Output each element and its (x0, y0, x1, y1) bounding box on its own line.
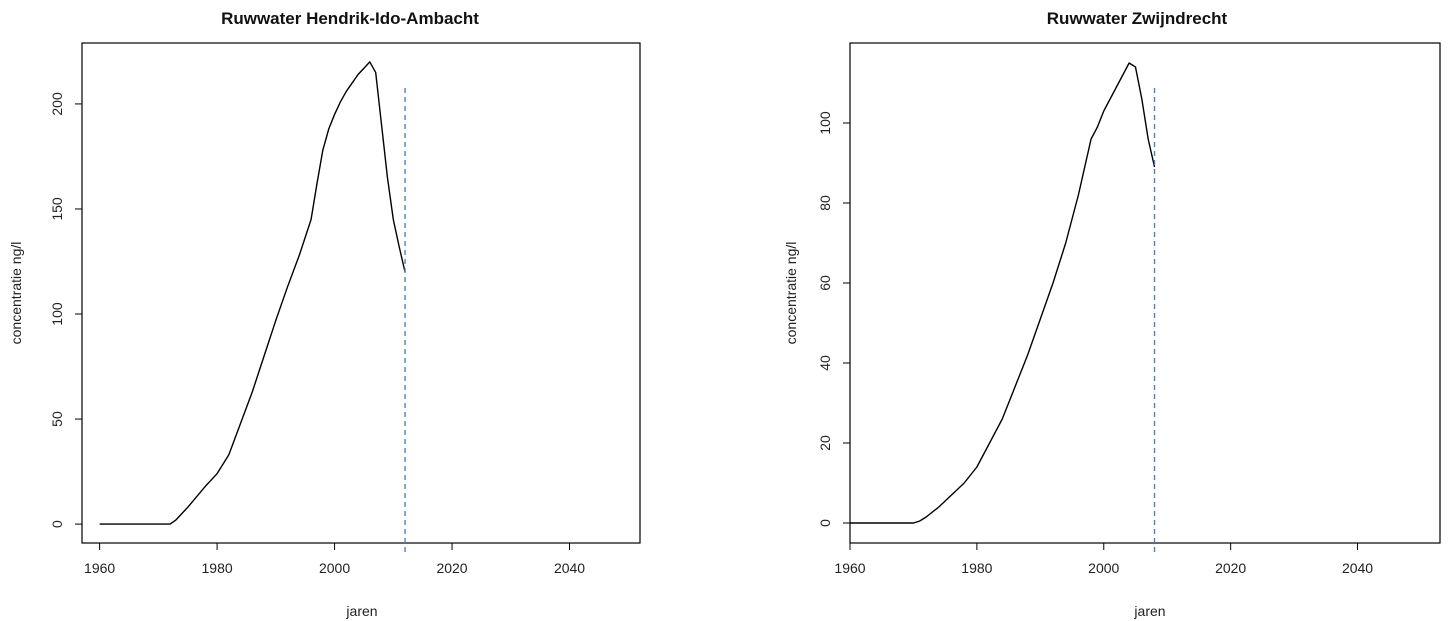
y-axis: 0 20 40 60 80 100 (817, 111, 850, 527)
chart-panel-hendrik-ido-ambacht: Ruwwater Hendrik-Ido-Ambacht 1960 1980 200… (8, 9, 641, 619)
y-tick-label: 50 (49, 411, 65, 427)
y-tick-label: 100 (817, 111, 833, 135)
x-tick-label: 2020 (1215, 560, 1246, 576)
x-axis: 1960 1980 2000 2020 2040 (834, 543, 1373, 576)
y-axis: 0 50 100 150 200 (49, 92, 82, 528)
y-tick-label: 60 (817, 275, 833, 291)
x-tick-label: 2000 (1088, 560, 1119, 576)
x-tick-label: 2000 (319, 560, 350, 576)
y-tick-label: 100 (49, 302, 65, 326)
plot-marks (99, 61, 406, 555)
y-tick-label: 20 (817, 435, 833, 451)
plot-frame (81, 42, 641, 544)
series-line (99, 61, 406, 525)
chart-panel-zwijndrecht: Ruwwater Zwijndrecht 1960 1980 2000 2020 204… (783, 9, 1441, 619)
series-line (850, 62, 1156, 524)
y-tick-label: 0 (49, 520, 65, 528)
chart-title: Ruwwater Hendrik-Ido-Ambacht (221, 9, 479, 28)
x-tick-label: 2040 (554, 560, 585, 576)
x-axis-label: jaren (345, 603, 377, 619)
y-axis-label: concentratie ng/l (8, 242, 24, 345)
x-tick-label: 2020 (436, 560, 467, 576)
y-tick-label: 0 (817, 519, 833, 527)
x-tick-label: 1960 (84, 560, 115, 576)
x-axis-label: jaren (1133, 603, 1165, 619)
y-tick-label: 40 (817, 355, 833, 371)
plot-marks (850, 62, 1156, 555)
x-axis: 1960 1980 2000 2020 2040 (84, 543, 585, 576)
x-tick-label: 1960 (834, 560, 865, 576)
x-tick-label: 1980 (961, 560, 992, 576)
plot-frame (849, 42, 1441, 544)
x-tick-label: 2040 (1342, 560, 1373, 576)
y-axis-label: concentratie ng/l (783, 242, 799, 345)
y-tick-label: 150 (49, 197, 65, 221)
chart-title: Ruwwater Zwijndrecht (1047, 9, 1228, 28)
y-tick-label: 200 (49, 92, 65, 116)
x-tick-label: 1980 (202, 560, 233, 576)
y-tick-label: 80 (817, 195, 833, 211)
